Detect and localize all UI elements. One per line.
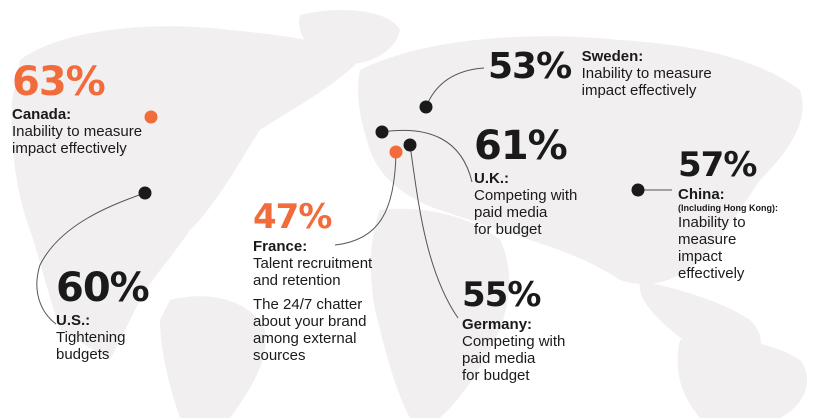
germany-percent: 55% (462, 275, 541, 315)
france-leader-line (334, 151, 397, 246)
china-country-label: China: (678, 186, 725, 203)
france-description-line: about your brand (253, 313, 367, 330)
uk-description: Competing with paid media for budget (474, 187, 577, 238)
australia-shape (677, 338, 808, 418)
france-description-line: Talent recruitment (253, 255, 373, 272)
sweden-text-block: Sweden: Inability to measure impact effe… (582, 48, 712, 99)
us-leader-line (36, 192, 146, 325)
france-description-secondary: The 24/7 chatter about your brand among … (253, 296, 372, 364)
france-callout: 47% France: Talent recruitment and reten… (253, 200, 372, 364)
canada-callout: 63% Canada: Inability to measure impact … (12, 62, 142, 157)
china-description-line: Inability to (678, 214, 746, 231)
us-description: Tightening budgets (56, 329, 149, 363)
china-callout: 57% China: (Including Hong Kong): Inabil… (678, 148, 778, 282)
sweden-marker (419, 100, 433, 114)
sweden-description-line: impact effectively (581, 82, 697, 99)
uk-description-line: paid media (474, 204, 548, 221)
france-description-line: among external (253, 330, 357, 347)
germany-leader-line (409, 144, 459, 319)
canada-description-line: Inability to measure (12, 123, 143, 140)
sweden-callout: 53% Sweden: Inability to measure impact … (488, 46, 712, 100)
north-america-shape (11, 26, 360, 360)
germany-country-label: Germany: (462, 316, 533, 333)
france-description: Talent recruitment and retention (253, 255, 372, 289)
china-description-line: impact (678, 248, 723, 265)
us-country-label: U.S.: (56, 312, 91, 329)
uk-marker (375, 125, 389, 139)
greenland-shape (299, 10, 400, 65)
us-callout: 60% U.S.: Tightening budgets (56, 265, 150, 363)
germany-callout: 55% Germany: Competing with paid media f… (462, 278, 565, 384)
sweden-description-line: Inability to measure (581, 65, 712, 82)
uk-callout: 61% U.K.: Competing with paid media for … (474, 126, 577, 238)
france-marker (389, 145, 403, 159)
canada-description: Inability to measure impact effectively (12, 123, 142, 157)
china-description-line: effectively (678, 265, 745, 282)
france-description-line: and retention (253, 272, 341, 289)
eurasia-shape (358, 36, 803, 284)
germany-description: Competing with paid media for budget (462, 333, 565, 384)
france-country-label: France: (253, 238, 308, 255)
china-marker (631, 183, 645, 197)
germany-marker (403, 138, 417, 152)
sweden-leader-line (425, 67, 485, 108)
france-description-line: sources (253, 347, 306, 364)
south-america-shape (160, 296, 266, 418)
africa-shape (370, 208, 510, 418)
china-percent: 57% (678, 145, 757, 185)
uk-description-line: for budget (474, 221, 542, 238)
us-description-line: budgets (56, 346, 110, 363)
uk-country-label: U.K.: (474, 170, 509, 187)
canada-country-label: Canada: (12, 106, 72, 123)
us-marker (138, 186, 152, 200)
uk-description-line: Competing with (474, 187, 578, 204)
uk-percent: 61% (474, 123, 568, 169)
china-description: Inability to measure impact effectively (678, 214, 778, 282)
france-description-line: The 24/7 chatter (253, 296, 363, 313)
canada-marker (144, 110, 158, 124)
france-percent: 47% (253, 197, 332, 237)
canada-description-line: impact effectively (12, 140, 127, 157)
sweden-country-label: Sweden: (581, 48, 644, 65)
germany-description-line: for budget (462, 367, 530, 384)
germany-description-line: paid media (462, 350, 536, 367)
us-percent: 60% (56, 265, 150, 311)
sweden-description: Inability to measure impact effectively (582, 65, 712, 99)
canada-percent: 63% (12, 59, 106, 105)
sweden-percent: 53% (488, 46, 572, 87)
germany-description-line: Competing with (462, 333, 566, 350)
uk-leader-line (381, 129, 473, 183)
china-description-line: measure (678, 231, 737, 248)
us-description-line: Tightening (56, 329, 126, 346)
china-country-note: (Including Hong Kong): (678, 203, 778, 213)
